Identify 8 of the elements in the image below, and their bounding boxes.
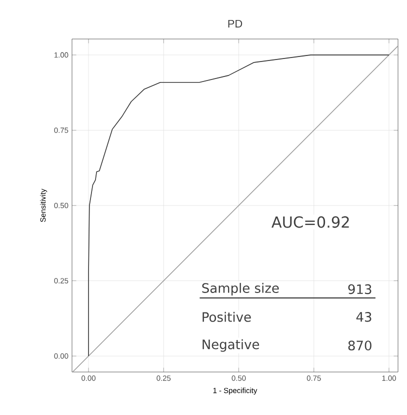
annotation: AUC=0.92	[272, 216, 349, 228]
annotation: Positive	[202, 312, 251, 322]
annotation: Sample size	[202, 282, 279, 296]
annotation: 913	[348, 284, 372, 294]
annotation: 43	[356, 312, 372, 322]
chart-title: PD	[228, 20, 242, 28]
annotation: Negative	[202, 339, 260, 352]
annotation: 870	[348, 340, 372, 350]
